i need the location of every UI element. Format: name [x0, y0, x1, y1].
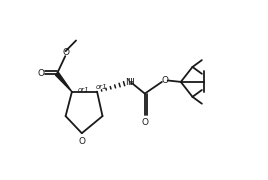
Text: or1: or1 — [95, 84, 107, 90]
Text: O: O — [161, 76, 168, 85]
Text: O: O — [78, 137, 85, 146]
Polygon shape — [55, 73, 72, 92]
Text: H: H — [127, 78, 134, 87]
Text: N: N — [125, 78, 132, 87]
Text: or1: or1 — [77, 87, 89, 93]
Text: O: O — [38, 69, 44, 78]
Text: O: O — [141, 118, 148, 127]
Text: O: O — [63, 48, 70, 57]
